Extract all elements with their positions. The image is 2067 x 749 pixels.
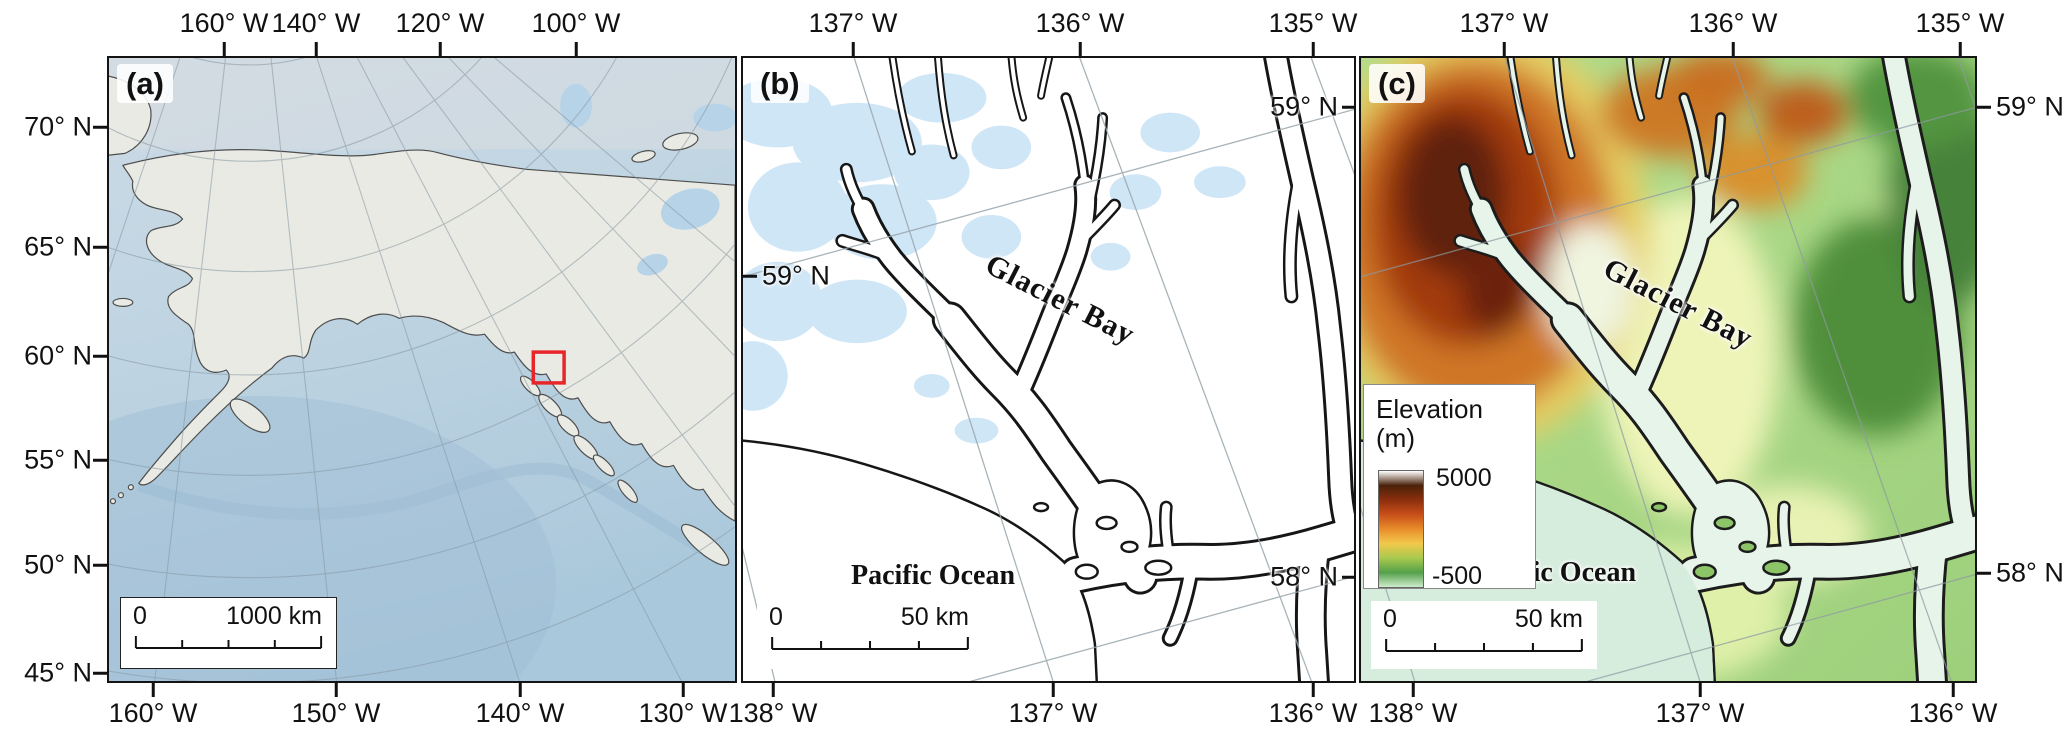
longitude-tick-label: 100° W (531, 8, 621, 38)
longitude-tick-label: 160° W (108, 698, 198, 728)
study-area-inset-box (531, 350, 566, 385)
axis-tick (93, 245, 107, 249)
longitude-tick-label: 135° W (1268, 8, 1358, 38)
latitude-tick-label: 70° N (24, 111, 92, 142)
axis-tick (93, 458, 107, 462)
latitude-tick-label: 60° N (24, 340, 92, 371)
axis-tick (151, 683, 155, 697)
longitude-tick-label: 120° W (395, 8, 485, 38)
latitude-tick-label: 50° N (24, 549, 92, 580)
axis-tick (1311, 683, 1315, 697)
panel-c-elevation-map (1359, 56, 1977, 683)
axis-tick (743, 274, 757, 278)
axis-tick (93, 354, 107, 358)
longitude-tick-label: 138° W (728, 698, 818, 728)
longitude-tick-label: 136° W (1688, 8, 1778, 38)
axis-tick (1958, 42, 1962, 56)
axis-tick (438, 42, 442, 56)
axis-tick (771, 683, 775, 697)
longitude-tick-label: 137° W (1008, 698, 1098, 728)
legend-title: Elevation (m) (1376, 394, 1483, 453)
glacier-bay-coastline-canvas (743, 58, 1354, 681)
axis-tick (1311, 42, 1315, 56)
longitude-tick-label: 130° W (638, 698, 728, 728)
axis-tick (1951, 683, 1955, 697)
axis-tick (222, 42, 226, 56)
latitude-tick-label: 59° N (762, 260, 830, 291)
longitude-tick-label: 136° W (1035, 8, 1125, 38)
latitude-tick-label: 55° N (24, 444, 92, 475)
latitude-tick-label: 45° N (24, 657, 92, 688)
scalebar-zero-label: 0 (1383, 605, 1397, 633)
axis-tick (1977, 571, 1991, 575)
scalebar-distance-label: 50 km (900, 603, 969, 631)
axis-tick (334, 683, 338, 697)
scalebar-ruler (771, 637, 969, 650)
longitude-tick-label: 137° W (1459, 8, 1549, 38)
axis-tick (1342, 105, 1356, 109)
scalebar-distance-label: 50 km (1514, 605, 1583, 633)
scalebar-zero-label: 0 (769, 603, 783, 631)
scalebar-zero-label: 0 (133, 602, 147, 630)
latitude-tick-label: 58° N (1270, 561, 1338, 592)
latitude-tick-label: 65° N (24, 231, 92, 262)
panel-b-scalebar: 0 50 km (757, 599, 983, 669)
alaska-overview-map-canvas (109, 58, 735, 681)
longitude-tick-label: 136° W (1268, 698, 1358, 728)
axis-tick (574, 42, 578, 56)
axis-tick (1977, 105, 1991, 109)
axis-tick (1411, 683, 1415, 697)
axis-tick (1502, 42, 1506, 56)
longitude-tick-label: 137° W (808, 8, 898, 38)
pacific-ocean-label: Pacific Ocean (850, 560, 1016, 591)
axis-tick (93, 563, 107, 567)
panel-a-letter: (a) (117, 64, 173, 103)
axis-tick (1698, 683, 1702, 697)
axis-tick (1078, 42, 1082, 56)
panel-b-glacier-bay-map (741, 56, 1356, 683)
axis-tick (851, 42, 855, 56)
longitude-tick-label: 136° W (1908, 698, 1998, 728)
axis-tick (681, 683, 685, 697)
legend-min-value: -500 (1432, 562, 1483, 591)
axis-tick (1342, 575, 1356, 579)
glacier-icefields (743, 72, 1246, 444)
axis-tick (1051, 683, 1055, 697)
latitude-tick-label: 59° N (1996, 91, 2064, 122)
axis-tick (93, 671, 107, 675)
graticule (109, 58, 735, 681)
longitude-tick-label: 140° W (271, 8, 361, 38)
lakes (560, 83, 735, 276)
axis-tick (314, 42, 318, 56)
scalebar-distance-label: 1000 km (226, 602, 322, 630)
scalebar-ruler (1385, 639, 1583, 652)
axis-tick (93, 125, 107, 129)
longitude-tick-label: 137° W (1655, 698, 1745, 728)
latitude-tick-label: 59° N (1270, 91, 1338, 122)
longitude-tick-label: 150° W (291, 698, 381, 728)
axis-tick (518, 683, 522, 697)
panel-c-letter: (c) (1369, 64, 1425, 103)
panel-c-scalebar: 0 50 km (1371, 601, 1597, 669)
landmass-alaska-canada (109, 75, 735, 566)
continental-shelf-shading (136, 462, 724, 565)
panel-a-scalebar: 0 1000 km (120, 597, 337, 669)
longitude-tick-label: 138° W (1368, 698, 1458, 728)
legend-max-value: 5000 (1436, 464, 1492, 493)
latitude-tick-label: 58° N (1996, 557, 2064, 588)
longitude-tick-label: 140° W (475, 698, 565, 728)
longitude-tick-label: 135° W (1915, 8, 2005, 38)
longitude-tick-label: 160° W (179, 8, 269, 38)
elevation-legend: Elevation (m) 5000 -500 (1363, 384, 1536, 591)
scalebar-ruler (134, 636, 323, 649)
panel-a-overview-map (107, 56, 737, 683)
panel-b-letter: (b) (751, 64, 809, 103)
elevation-dem-canvas (1361, 58, 1975, 681)
axis-tick (1731, 42, 1735, 56)
elevation-colorbar (1378, 470, 1424, 589)
